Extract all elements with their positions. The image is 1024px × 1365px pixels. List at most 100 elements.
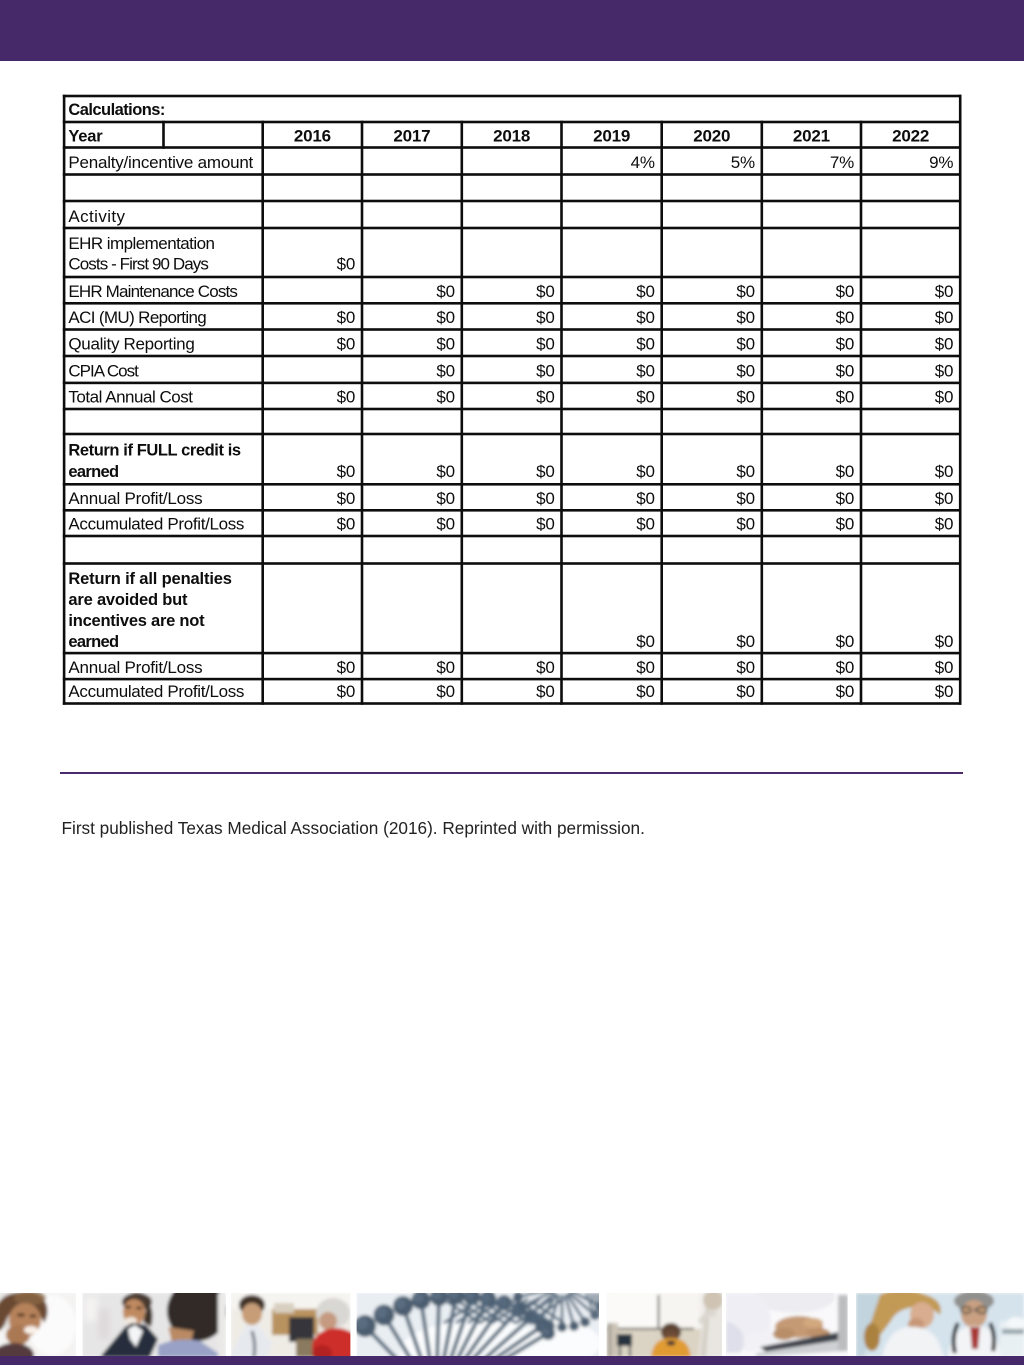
svg-text:EHR Maintenance Costs: EHR Maintenance Costs [68, 282, 237, 301]
svg-text:EHR implementation: EHR implementation [68, 234, 214, 253]
svg-text:$0: $0 [636, 489, 655, 508]
svg-text:$0: $0 [337, 658, 356, 677]
svg-text:$0: $0 [736, 489, 755, 508]
svg-text:$0: $0 [836, 388, 855, 407]
svg-text:$0: $0 [436, 282, 455, 301]
svg-text:$0: $0 [836, 308, 855, 327]
svg-text:$0: $0 [736, 632, 755, 651]
svg-text:$0: $0 [436, 515, 455, 534]
svg-text:$0: $0 [836, 362, 855, 381]
svg-text:$0: $0 [436, 682, 455, 701]
svg-text:2020: 2020 [693, 127, 730, 146]
svg-text:$0: $0 [736, 282, 755, 301]
svg-text:Penalty/incentive amount: Penalty/incentive amount [68, 153, 253, 172]
svg-text:$0: $0 [436, 308, 455, 327]
svg-text:Quality Reporting: Quality Reporting [68, 335, 194, 354]
svg-text:earned: earned [68, 633, 118, 651]
svg-text:$0: $0 [935, 282, 954, 301]
svg-text:$0: $0 [337, 335, 356, 354]
svg-text:2018: 2018 [493, 127, 530, 146]
svg-text:$0: $0 [836, 489, 855, 508]
svg-text:$0: $0 [836, 658, 855, 677]
svg-text:$0: $0 [536, 388, 555, 407]
svg-text:$0: $0 [337, 489, 356, 508]
svg-text:Calculations:: Calculations: [68, 101, 164, 119]
svg-text:2016: 2016 [294, 127, 331, 146]
svg-text:$0: $0 [436, 335, 455, 354]
svg-text:$0: $0 [436, 462, 455, 481]
svg-text:2021: 2021 [793, 127, 830, 146]
svg-text:$0: $0 [636, 388, 655, 407]
svg-text:$0: $0 [337, 682, 356, 701]
svg-text:2022: 2022 [892, 127, 929, 146]
svg-text:Accumulated Profit/Loss: Accumulated Profit/Loss [68, 515, 244, 534]
svg-text:CPIA Cost: CPIA Cost [68, 362, 139, 381]
svg-text:$0: $0 [935, 489, 954, 508]
svg-text:$0: $0 [836, 282, 855, 301]
svg-text:$0: $0 [836, 632, 855, 651]
svg-text:$0: $0 [636, 658, 655, 677]
svg-text:$0: $0 [736, 658, 755, 677]
svg-text:Costs - First 90 Days: Costs - First 90 Days [68, 255, 208, 274]
svg-text:Return if FULL credit is: Return if FULL credit is [68, 442, 241, 460]
svg-text:$0: $0 [935, 658, 954, 677]
svg-text:4%: 4% [631, 153, 655, 172]
svg-text:$0: $0 [935, 362, 954, 381]
svg-text:$0: $0 [736, 335, 755, 354]
svg-text:$0: $0 [436, 362, 455, 381]
svg-text:Activity: Activity [68, 207, 125, 226]
svg-text:Year: Year [68, 128, 103, 146]
svg-text:$0: $0 [436, 388, 455, 407]
svg-text:$0: $0 [536, 362, 555, 381]
svg-text:$0: $0 [736, 362, 755, 381]
svg-text:2017: 2017 [393, 127, 430, 146]
svg-text:incentives are not: incentives are not [68, 612, 205, 630]
svg-text:$0: $0 [636, 632, 655, 651]
svg-text:earned: earned [68, 463, 118, 481]
svg-text:$0: $0 [836, 462, 855, 481]
svg-text:Annual Profit/Loss: Annual Profit/Loss [68, 489, 202, 508]
svg-text:2019: 2019 [593, 127, 630, 146]
svg-text:Total Annual Cost: Total Annual Cost [68, 388, 193, 407]
svg-text:$0: $0 [836, 682, 855, 701]
svg-text:$0: $0 [636, 682, 655, 701]
svg-text:7%: 7% [830, 153, 854, 172]
svg-text:$0: $0 [636, 462, 655, 481]
svg-text:$0: $0 [736, 388, 755, 407]
svg-text:$0: $0 [337, 515, 356, 534]
svg-text:$0: $0 [436, 658, 455, 677]
svg-text:$0: $0 [436, 489, 455, 508]
svg-text:$0: $0 [935, 632, 954, 651]
svg-text:$0: $0 [636, 282, 655, 301]
svg-text:$0: $0 [636, 335, 655, 354]
svg-text:$0: $0 [736, 462, 755, 481]
svg-text:ACI (MU) Reporting: ACI (MU) Reporting [68, 308, 206, 327]
svg-text:$0: $0 [337, 308, 356, 327]
svg-text:$0: $0 [935, 308, 954, 327]
svg-text:$0: $0 [736, 308, 755, 327]
svg-text:Accumulated Profit/Loss: Accumulated Profit/Loss [68, 682, 244, 701]
svg-text:$0: $0 [337, 255, 356, 274]
svg-text:$0: $0 [935, 335, 954, 354]
svg-text:$0: $0 [836, 335, 855, 354]
svg-text:$0: $0 [736, 682, 755, 701]
svg-text:$0: $0 [536, 335, 555, 354]
svg-text:$0: $0 [536, 682, 555, 701]
svg-text:$0: $0 [935, 388, 954, 407]
svg-text:$0: $0 [536, 515, 555, 534]
svg-text:$0: $0 [337, 388, 356, 407]
svg-text:$0: $0 [337, 462, 356, 481]
svg-text:$0: $0 [836, 515, 855, 534]
svg-text:are avoided but: are avoided but [68, 591, 188, 609]
svg-text:$0: $0 [536, 489, 555, 508]
svg-text:$0: $0 [636, 515, 655, 534]
svg-text:$0: $0 [736, 515, 755, 534]
svg-text:$0: $0 [536, 282, 555, 301]
svg-text:5%: 5% [731, 153, 755, 172]
svg-text:$0: $0 [536, 308, 555, 327]
svg-text:$0: $0 [935, 462, 954, 481]
svg-text:$0: $0 [536, 658, 555, 677]
svg-text:$0: $0 [636, 362, 655, 381]
svg-text:$0: $0 [636, 308, 655, 327]
svg-text:9%: 9% [929, 153, 953, 172]
